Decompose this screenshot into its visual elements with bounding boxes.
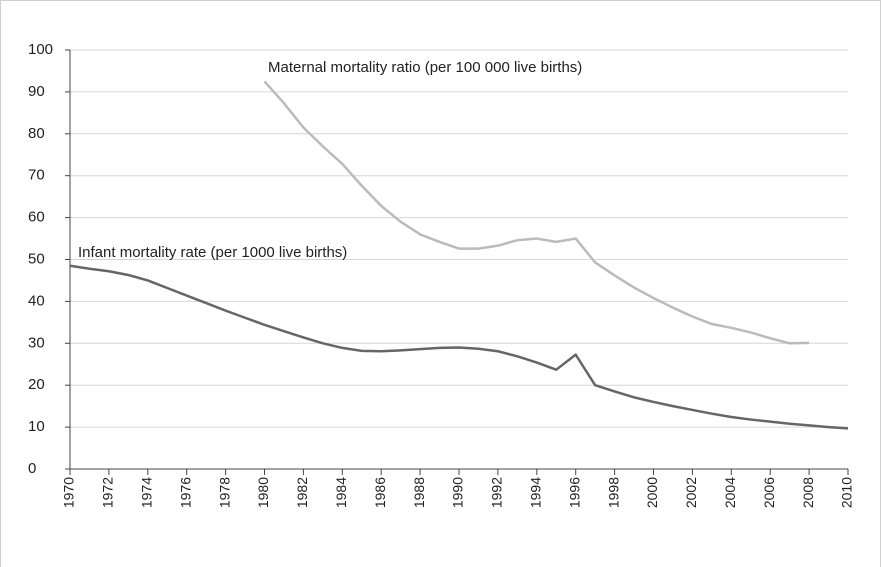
x-tick-label: 2008 <box>800 477 816 508</box>
y-tick-label: 90 <box>28 83 45 100</box>
x-tick-label: 1998 <box>605 477 621 508</box>
x-tick-label: 2010 <box>839 477 855 508</box>
x-tick-label: 2006 <box>761 477 777 508</box>
x-tick-label: 1996 <box>566 477 582 508</box>
x-tick-label: 1990 <box>450 477 466 508</box>
y-tick-label: 60 <box>28 209 45 226</box>
series-label: Infant mortality rate (per 1000 live bir… <box>78 244 347 261</box>
x-tick-label: 1988 <box>411 477 427 508</box>
x-tick-label: 1974 <box>139 477 155 508</box>
y-tick-label: 70 <box>28 167 45 184</box>
series-line <box>263 80 810 345</box>
series-line <box>69 264 849 430</box>
x-tick-label: 1970 <box>61 477 77 508</box>
y-tick-label: 20 <box>28 376 45 393</box>
y-tick-label: 10 <box>28 418 45 435</box>
x-tick-label: 1992 <box>489 477 505 508</box>
series-label: Maternal mortality ratio (per 100 000 li… <box>268 59 582 76</box>
x-tick-label: 1984 <box>333 477 349 508</box>
x-tick-label: 1972 <box>100 477 116 508</box>
x-tick-label: 1994 <box>528 477 544 508</box>
x-tick-label: 1976 <box>177 477 193 508</box>
x-tick-label: 1980 <box>255 477 271 508</box>
x-tick-label: 1986 <box>372 477 388 508</box>
x-tick-label: 1978 <box>216 477 232 508</box>
y-tick-label: 100 <box>28 41 53 58</box>
x-tick-label: 2004 <box>722 477 738 508</box>
y-tick-label: 0 <box>28 460 36 477</box>
y-tick-label: 80 <box>28 125 45 142</box>
x-tick-label: 2002 <box>683 477 699 508</box>
x-tick-label: 1982 <box>294 477 310 508</box>
y-tick-label: 50 <box>28 250 45 267</box>
y-tick-label: 40 <box>28 292 45 309</box>
x-tick-label: 2000 <box>644 477 660 508</box>
y-tick-label: 30 <box>28 334 45 351</box>
